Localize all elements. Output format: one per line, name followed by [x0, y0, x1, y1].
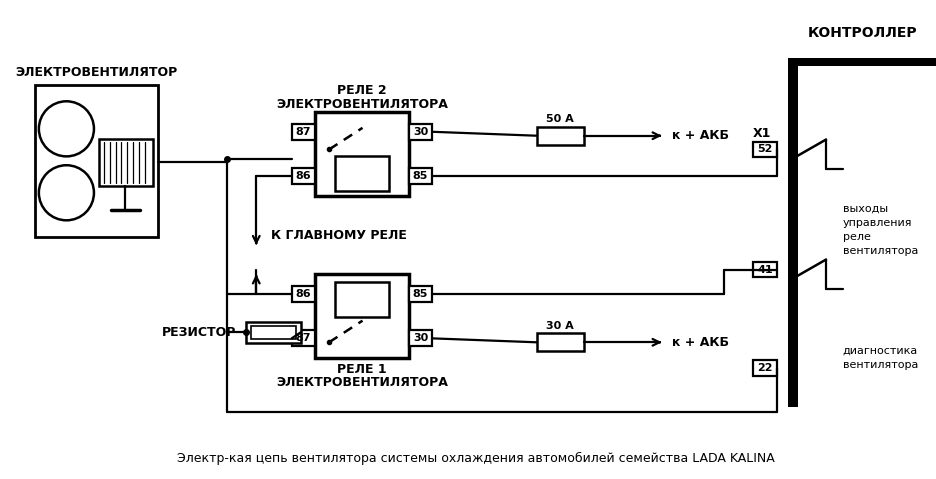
Bar — [334, 156, 388, 191]
Bar — [787, 58, 797, 407]
Bar — [408, 286, 431, 302]
Bar — [291, 331, 314, 346]
Bar — [251, 326, 295, 339]
Text: 85: 85 — [413, 171, 428, 181]
Bar — [753, 360, 776, 376]
Bar — [787, 58, 935, 66]
Bar — [291, 286, 314, 302]
Text: 30 А: 30 А — [546, 320, 574, 331]
Text: 87: 87 — [296, 127, 311, 137]
Text: Электр-кая цепь вентилятора системы охлаждения автомобилей семейства LADA KALINA: Электр-кая цепь вентилятора системы охла… — [177, 452, 774, 465]
Text: выходы
управления
реле
вентилятора: выходы управления реле вентилятора — [841, 204, 917, 256]
Bar — [536, 333, 583, 351]
Text: КОНТРОЛЛЕР: КОНТРОЛЛЕР — [807, 26, 916, 40]
Text: 86: 86 — [296, 289, 311, 299]
Text: 22: 22 — [756, 363, 772, 373]
Text: ЭЛЕКТРОВЕНТИЛЯТОРА: ЭЛЕКТРОВЕНТИЛЯТОРА — [276, 376, 447, 389]
Text: диагностика
вентилятора: диагностика вентилятора — [841, 346, 917, 370]
Bar — [314, 112, 408, 196]
Text: К ГЛАВНОМУ РЕЛЕ: К ГЛАВНОМУ РЕЛЕ — [271, 228, 406, 241]
Text: к + АКБ: к + АКБ — [672, 336, 728, 349]
Text: 85: 85 — [413, 289, 428, 299]
Bar — [536, 127, 583, 145]
Text: РЕЛЕ 2: РЕЛЕ 2 — [337, 84, 387, 97]
Text: X1: X1 — [752, 127, 770, 140]
Bar — [314, 274, 408, 358]
Bar — [291, 124, 314, 140]
Text: 30: 30 — [413, 333, 428, 343]
Text: 87: 87 — [296, 333, 311, 343]
Text: 30: 30 — [413, 127, 428, 137]
Text: 86: 86 — [296, 171, 311, 181]
Bar — [334, 282, 388, 317]
Bar — [753, 262, 776, 277]
Bar — [408, 331, 431, 346]
Text: к + АКБ: к + АКБ — [672, 129, 728, 142]
Bar — [291, 168, 314, 184]
Text: 41: 41 — [756, 264, 772, 274]
Text: 52: 52 — [756, 145, 771, 155]
Text: ЭЛЕКТРОВЕНТИЛЯТОРА: ЭЛЕКТРОВЕНТИЛЯТОРА — [276, 98, 447, 111]
Bar — [99, 138, 153, 186]
Text: 50 А: 50 А — [546, 114, 574, 124]
Text: РЕЗИСТОР: РЕЗИСТОР — [162, 326, 237, 339]
Bar — [35, 85, 158, 237]
Bar — [408, 124, 431, 140]
Bar — [408, 168, 431, 184]
Text: ЭЛЕКТРОВЕНТИЛЯТОР: ЭЛЕКТРОВЕНТИЛЯТОР — [15, 66, 177, 79]
Bar — [246, 321, 300, 343]
Bar — [753, 142, 776, 158]
Text: РЕЛЕ 1: РЕЛЕ 1 — [337, 364, 387, 376]
